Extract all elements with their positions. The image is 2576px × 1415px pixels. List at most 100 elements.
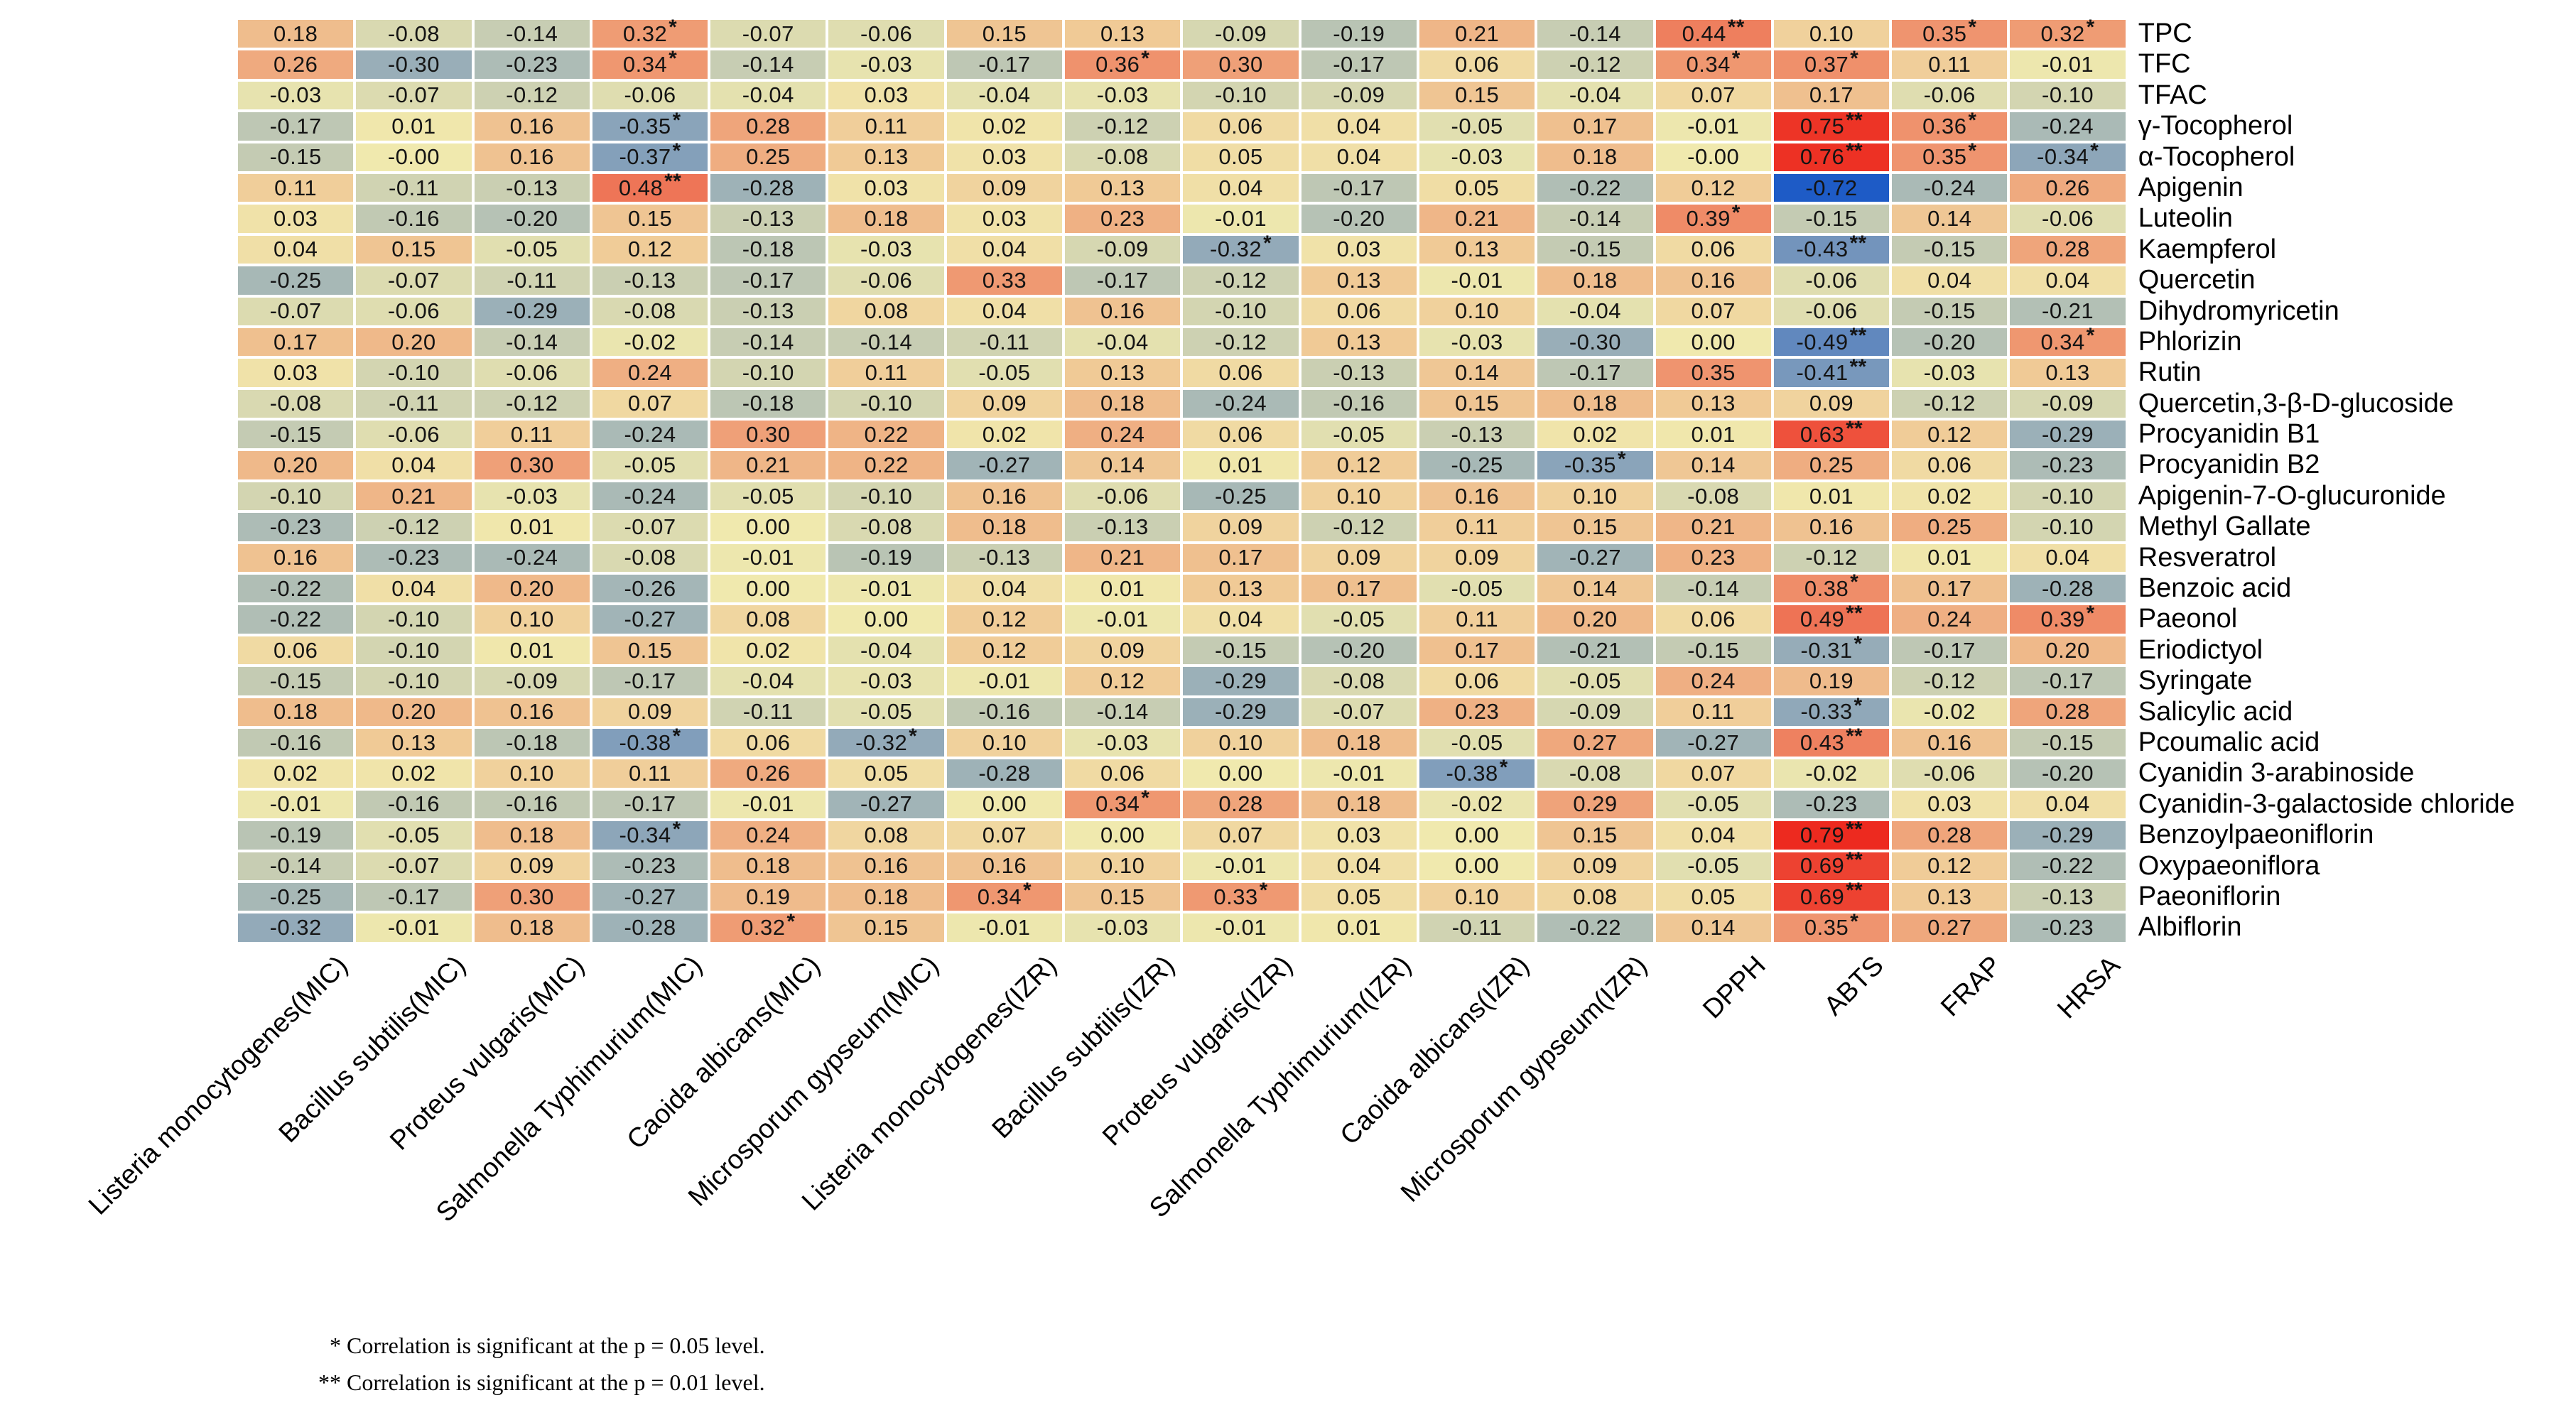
- heatmap-cell: 0.39 *: [2008, 602, 2127, 635]
- correlation-value: -0.11: [979, 329, 1030, 354]
- correlation-value: -0.14: [506, 329, 558, 354]
- heatmap-cell: 0.15: [827, 912, 946, 943]
- row-label: TPC: [2138, 18, 2192, 48]
- heatmap-cell: -0.05: [945, 357, 1064, 389]
- heatmap-cell: -0.13: [1299, 357, 1418, 389]
- correlation-value: 0.19: [1809, 668, 1854, 693]
- correlation-value: -0.17: [742, 267, 794, 293]
- correlation-value: -0.10: [860, 391, 913, 416]
- heatmap-cell: -0.06: [1890, 80, 2009, 112]
- heatmap-cell: -0.11: [355, 172, 473, 204]
- heatmap-cell: 0.20: [2008, 634, 2127, 666]
- heatmap-cell: -0.15: [1890, 234, 2009, 266]
- correlation-value: 0.00: [1454, 853, 1500, 879]
- heatmap-cell: -0.37 *: [590, 139, 710, 173]
- heatmap-cell: 0.21: [1654, 511, 1773, 543]
- correlation-value: -0.03: [1096, 730, 1149, 755]
- correlation-value: 0.03: [1927, 791, 1972, 817]
- significance-star: *: [1263, 232, 1272, 256]
- correlation-value: 0.03: [864, 175, 909, 200]
- correlation-value: -0.14: [1569, 206, 1621, 232]
- correlation-value: 0.04: [982, 298, 1027, 324]
- correlation-value: 0.06: [1218, 421, 1263, 447]
- correlation-value: 0.43: [1800, 730, 1845, 755]
- row-label: Salicylic acid: [2138, 696, 2293, 727]
- heatmap-cell: -0.08: [237, 388, 355, 420]
- correlation-value: -0.06: [860, 21, 913, 46]
- correlation-value: 0.13: [1927, 884, 1972, 909]
- correlation-value: -0.01: [1333, 761, 1385, 786]
- correlation-value: -0.06: [1805, 298, 1858, 324]
- heatmap-cell: 0.18: [1536, 265, 1655, 296]
- heatmap-cell: -0.12: [1181, 326, 1300, 358]
- correlation-value: 0.01: [509, 637, 554, 663]
- heatmap-cell: -0.27: [1654, 727, 1773, 759]
- heatmap-cell: 0.18: [472, 820, 591, 851]
- correlation-value: -0.01: [742, 545, 794, 570]
- heatmap-cell: -0.03: [1064, 727, 1182, 759]
- correlation-value: -0.07: [742, 21, 794, 46]
- heatmap-cell: -0.17: [355, 881, 473, 913]
- correlation-value: -0.03: [269, 82, 322, 108]
- heatmap-cell: 0.09: [1772, 388, 1891, 420]
- heatmap-cell: 0.49 **: [1772, 602, 1891, 635]
- heatmap-cell: 0.20: [472, 573, 591, 605]
- significance-star: *: [1968, 16, 1977, 40]
- correlation-value: 0.30: [746, 421, 791, 447]
- heatmap-cell: 0.22: [827, 419, 946, 450]
- correlation-value: 0.13: [1218, 575, 1263, 601]
- heatmap-cell: -0.19: [1299, 18, 1418, 50]
- heatmap-cell: -0.07: [590, 511, 710, 543]
- heatmap-cell: 0.34 *: [945, 879, 1064, 913]
- correlation-value: 0.02: [1927, 483, 1972, 509]
- heatmap-cell: 0.18: [1536, 141, 1655, 173]
- heatmap-cell: -0.02: [1772, 758, 1891, 789]
- correlation-value: 0.09: [982, 391, 1027, 416]
- row-label: Dihydromyricetin: [2138, 296, 2339, 326]
- correlation-value: 0.07: [982, 822, 1027, 847]
- correlation-value: -0.29: [1214, 699, 1267, 725]
- correlation-value: 0.17: [1927, 575, 1972, 601]
- heatmap-cell: -0.10: [355, 604, 473, 635]
- heatmap-cell: -0.24: [1890, 172, 2009, 204]
- correlation-value: 0.16: [982, 483, 1027, 509]
- heatmap-cell: -0.10: [2008, 80, 2127, 112]
- heatmap-cell: 0.16: [237, 542, 355, 574]
- heatmap-cell: -0.08: [1654, 480, 1773, 512]
- correlation-value: 0.25: [1927, 514, 1972, 539]
- correlation-value: -0.04: [742, 668, 794, 693]
- heatmap-cell: 0.24: [590, 357, 710, 389]
- heatmap-cell: 0.16: [1654, 265, 1773, 296]
- correlation-value: 0.69: [1800, 853, 1845, 879]
- heatmap-cell: 0.12: [945, 604, 1064, 635]
- heatmap-cell: 0.04: [2008, 542, 2127, 574]
- correlation-value: 0.14: [1573, 575, 1618, 601]
- correlation-value: -0.23: [1805, 791, 1858, 817]
- heatmap-cell: -0.38 *: [1417, 756, 1537, 789]
- heatmap-cell: 0.22: [827, 450, 946, 481]
- correlation-value: 0.10: [1100, 853, 1145, 879]
- correlation-value: 0.06: [1691, 237, 1736, 262]
- heatmap-cell: -0.16: [1299, 388, 1418, 420]
- correlation-value: -0.24: [1923, 175, 1976, 200]
- row-label: Benzoic acid: [2138, 573, 2292, 604]
- correlation-value: 0.02: [391, 761, 436, 786]
- correlation-value: -0.14: [269, 853, 322, 879]
- correlation-value: -0.20: [1333, 637, 1385, 663]
- heatmap-cell: 0.07: [1181, 820, 1300, 851]
- heatmap-cell: 0.02: [945, 419, 1064, 450]
- heatmap-cell: -0.08: [1299, 666, 1418, 697]
- correlation-value: 0.16: [273, 545, 318, 570]
- correlation-value: -0.13: [742, 206, 794, 232]
- heatmap-cell: 0.17: [1890, 573, 2009, 605]
- heatmap-cell: -0.24: [590, 480, 710, 512]
- heatmap-cell: 0.03: [1890, 788, 2009, 820]
- heatmap-cell: -0.01: [355, 912, 473, 943]
- heatmap-cell: 0.06: [1181, 111, 1300, 142]
- significance-star: *: [672, 139, 681, 163]
- correlation-value: -0.02: [1805, 761, 1858, 786]
- heatmap-cell: -0.17: [1536, 357, 1655, 389]
- correlation-value: -0.05: [1451, 730, 1503, 755]
- heatmap-cell: 0.16: [1417, 480, 1537, 512]
- heatmap-cell: 0.09: [1417, 542, 1537, 574]
